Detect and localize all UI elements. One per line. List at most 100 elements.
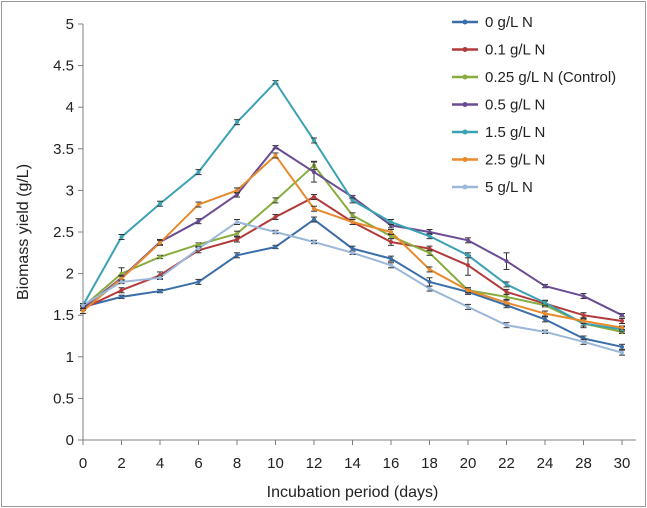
data-point [581, 339, 586, 344]
legend-marker [462, 157, 468, 162]
data-point [350, 220, 355, 225]
data-point [196, 242, 201, 247]
legend-label: 0.25 g/L N (Control) [485, 69, 616, 86]
x-tick-label: 16 [383, 455, 400, 472]
legend-item-5: 2.5 g/L N [452, 152, 545, 169]
data-point [350, 198, 355, 203]
data-point [273, 80, 278, 85]
data-point [620, 325, 624, 330]
data-point [196, 202, 201, 207]
series-4 [80, 80, 625, 333]
data-point [389, 220, 393, 225]
chart-legend: 0 g/L N 0.1 g/L N 0.25 g/L N (Control) 0.5 … [452, 14, 616, 196]
data-point [389, 256, 393, 261]
x-tick-label: 18 [421, 455, 438, 472]
x-tick-label: 6 [194, 455, 202, 472]
data-point [543, 329, 547, 334]
data-point [235, 237, 239, 242]
data-point [466, 263, 470, 268]
legend-item-1: 0.1 g/L N [452, 42, 545, 59]
series-5 [80, 152, 625, 330]
data-point [196, 170, 201, 175]
data-point [504, 282, 509, 287]
y-tick-label: 2 [66, 266, 74, 283]
series-0 [80, 216, 625, 350]
data-point [273, 230, 278, 234]
data-point [119, 294, 124, 299]
data-point [620, 319, 624, 324]
data-point [427, 267, 432, 272]
data-point [427, 286, 432, 291]
data-point [273, 153, 278, 158]
data-point [312, 138, 316, 143]
data-point [158, 275, 162, 280]
legend-label: 0 g/L N [485, 14, 533, 31]
data-point [350, 213, 355, 218]
chart-axes: 00.511.522.533.544.550 2 4 6 8 10 12 14 16 18 20 22… [53, 16, 636, 472]
y-tick-label: 4 [66, 99, 74, 116]
data-point [312, 217, 316, 222]
data-point [119, 276, 124, 281]
x-tick-label: 10 [267, 455, 284, 472]
data-point [158, 201, 162, 206]
data-point [273, 215, 278, 220]
data-point [466, 304, 470, 309]
data-point [312, 195, 316, 200]
legend-label: 1.5 g/L N [485, 124, 545, 141]
data-point [581, 319, 586, 324]
x-tick-label: 2 [117, 455, 125, 472]
data-point [119, 234, 124, 239]
data-point [504, 259, 509, 264]
data-point [543, 284, 547, 289]
data-point [158, 289, 162, 294]
data-point [119, 279, 124, 284]
data-point [543, 311, 547, 316]
data-point [389, 239, 393, 244]
data-point [543, 300, 547, 305]
data-point [350, 250, 355, 255]
series-6 [80, 219, 625, 356]
legend-marker [462, 184, 468, 190]
data-point [81, 309, 85, 314]
data-point [196, 246, 201, 251]
data-point [196, 219, 201, 224]
x-tick-label: 20 [460, 455, 477, 472]
data-point [273, 145, 278, 150]
data-point [196, 279, 201, 284]
data-point [119, 271, 124, 276]
y-tick-label: 4.5 [53, 58, 74, 75]
y-tick-label: 1 [66, 349, 74, 366]
data-point [235, 231, 239, 236]
x-tick-label: 14 [344, 455, 361, 472]
x-tick-label: 0 [79, 455, 87, 472]
data-point [273, 244, 278, 249]
legend-label: 0.5 g/L N [485, 97, 545, 114]
data-point [235, 220, 239, 225]
series-layer [80, 80, 625, 356]
legend-item-0: 0 g/L N [452, 14, 533, 31]
x-tick-label: 24 [537, 455, 554, 472]
data-point [543, 317, 547, 322]
x-tick-label: 12 [306, 455, 323, 472]
data-point [427, 246, 432, 251]
y-tick-label: 3 [66, 182, 74, 199]
legend-marker [462, 47, 468, 52]
data-point [504, 294, 509, 299]
data-point [312, 239, 316, 244]
y-tick-label: 5 [66, 16, 74, 33]
y-axis-title: Biomass yield (g/L) [15, 164, 32, 300]
series-line [82, 81, 623, 331]
data-point [581, 294, 586, 299]
x-tick-label: 28 [575, 455, 592, 472]
data-point [466, 253, 470, 258]
data-point [389, 234, 393, 239]
data-point [81, 303, 85, 308]
x-tick-label: 22 [498, 455, 515, 472]
series-3 [80, 144, 625, 318]
y-tick-label: 0 [66, 432, 74, 449]
legend-label: 2.5 g/L N [485, 152, 545, 169]
data-point [119, 288, 124, 293]
y-tick-label: 3.5 [53, 141, 74, 158]
x-tick-label: 30 [614, 455, 631, 472]
